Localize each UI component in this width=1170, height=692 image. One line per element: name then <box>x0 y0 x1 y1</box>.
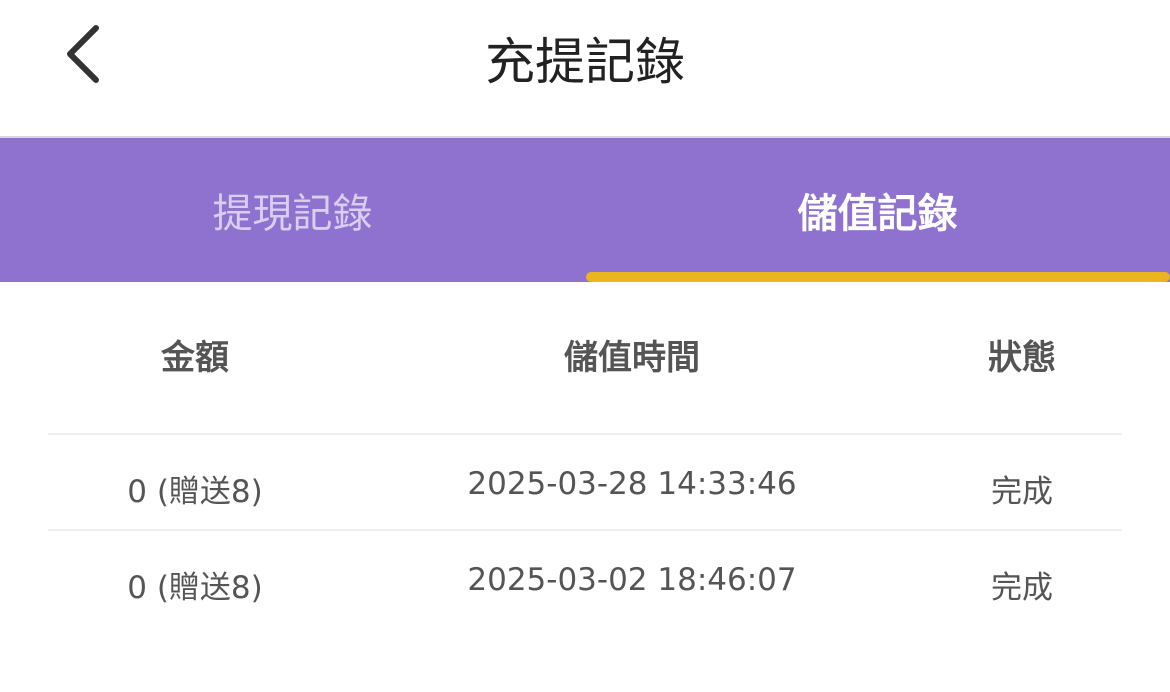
row-amount: 0 (贈送8) <box>127 570 263 606</box>
header: 充提記錄 <box>0 0 1170 138</box>
row-status: 完成 <box>991 474 1053 510</box>
divider <box>48 433 1122 435</box>
row-time: 2025-03-28 14:33:46 <box>467 466 797 502</box>
table-row: 0 (贈送8) 2025-03-02 18:46:07 完成 <box>0 562 1170 622</box>
table-header: 金額 儲值時間 狀態 <box>0 330 1170 390</box>
row-status: 完成 <box>991 570 1053 606</box>
tab-withdraw-records[interactable]: 提現記錄 <box>212 191 373 237</box>
row-amount: 0 (贈送8) <box>127 474 263 510</box>
divider <box>48 529 1122 531</box>
back-button[interactable] <box>62 24 106 84</box>
table-row: 0 (贈送8) 2025-03-28 14:33:46 完成 <box>0 466 1170 526</box>
tab-deposit-records[interactable]: 儲值記錄 <box>797 191 958 237</box>
active-tab-indicator <box>586 272 1170 282</box>
row-time: 2025-03-02 18:46:07 <box>467 562 797 598</box>
header-deposit-time: 儲值時間 <box>564 338 700 378</box>
chevron-left-icon <box>67 25 99 83</box>
header-amount: 金額 <box>161 338 229 378</box>
page-title: 充提記錄 <box>485 33 685 91</box>
header-status: 狀態 <box>988 338 1056 378</box>
tab-bar: 提現記錄 儲值記錄 <box>0 138 1170 282</box>
